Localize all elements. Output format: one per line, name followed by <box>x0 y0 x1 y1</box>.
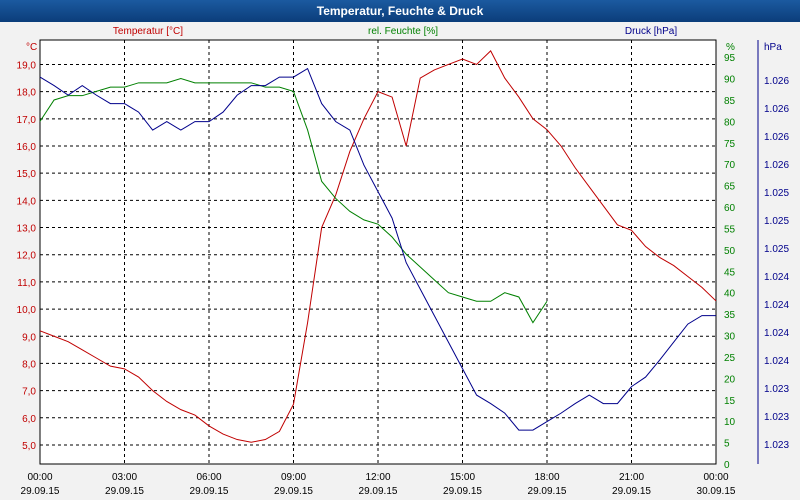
hum-tick-label: 95 <box>724 53 736 64</box>
chart-area: 00:00 29.09.15 03:00 29.09.15 06:00 29.09.15 0… <box>17 26 790 497</box>
x-tick-time: 21:00 <box>619 472 644 483</box>
press-tick-label: 1.023 <box>764 412 789 423</box>
temp-tick-label: 17,0 <box>17 115 37 126</box>
x-tick-date: 30.09.15 <box>697 486 736 497</box>
press-tick-label: 1.024 <box>764 328 789 339</box>
temp-tick-label: 18,0 <box>17 88 37 99</box>
press-tick-label: 1.026 <box>764 76 789 87</box>
hum-tick-label: 25 <box>724 353 736 364</box>
hum-tick-label: 70 <box>724 160 736 171</box>
x-tick-time: 06:00 <box>196 472 221 483</box>
temp-tick-label: 15,0 <box>17 169 37 180</box>
x-tick-date: 29.09.15 <box>359 486 398 497</box>
x-tick-time: 03:00 <box>112 472 137 483</box>
press-tick-label: 1.026 <box>764 132 789 143</box>
legend-hum: rel. Feuchte [%] <box>368 26 438 37</box>
temp-tick-label: 14,0 <box>17 196 37 207</box>
temp-tick-label: 6,0 <box>22 414 36 425</box>
legend-press: Druck [hPa] <box>625 26 677 37</box>
hum-tick-label: 15 <box>724 396 736 407</box>
x-tick-time: 15:00 <box>450 472 475 483</box>
temp-unit: °C <box>26 42 37 53</box>
press-tick-label: 1.024 <box>764 272 789 283</box>
temp-tick-label: 8,0 <box>22 359 36 370</box>
x-tick-date: 29.09.15 <box>274 486 313 497</box>
hum-tick-label: 50 <box>724 246 736 257</box>
hum-tick-label: 20 <box>724 374 736 385</box>
hum-tick-label: 60 <box>724 203 736 214</box>
hum-tick-label: 0 <box>724 460 730 471</box>
x-tick-time: 00:00 <box>703 472 728 483</box>
press-tick-label: 1.026 <box>764 160 789 171</box>
hum-tick-label: 75 <box>724 139 736 150</box>
axes: 00:00 29.09.15 03:00 29.09.15 06:00 29.09.15 0… <box>17 40 789 497</box>
press-tick-label: 1.023 <box>764 384 789 395</box>
temp-tick-label: 19,0 <box>17 60 37 71</box>
x-tick-date: 29.09.15 <box>528 486 567 497</box>
press-tick-label: 1.026 <box>764 104 789 115</box>
x-tick-time: 00:00 <box>27 472 52 483</box>
x-tick-date: 29.09.15 <box>190 486 229 497</box>
hum-unit: % <box>726 42 735 53</box>
hum-tick-label: 10 <box>724 417 736 428</box>
series-pressure <box>39 67 716 431</box>
x-tick-time: 18:00 <box>534 472 559 483</box>
hum-tick-label: 65 <box>724 182 736 193</box>
temp-tick-label: 13,0 <box>17 224 37 235</box>
series-temperature <box>39 50 717 443</box>
press-unit: hPa <box>764 42 782 53</box>
press-tick-label: 1.025 <box>764 216 789 227</box>
series <box>39 50 717 443</box>
x-tick-date: 29.09.15 <box>612 486 651 497</box>
temp-tick-label: 16,0 <box>17 142 37 153</box>
x-tick-time: 09:00 <box>281 472 306 483</box>
x-tick-date: 29.09.15 <box>443 486 482 497</box>
chart-title: Temperatur, Feuchte & Druck <box>0 0 800 22</box>
hum-tick-label: 30 <box>724 332 736 343</box>
hum-tick-label: 80 <box>724 117 736 128</box>
temp-tick-label: 12,0 <box>17 251 37 262</box>
legend-temp: Temperatur [°C] <box>113 26 183 37</box>
hum-tick-label: 55 <box>724 224 736 235</box>
hum-tick-label: 85 <box>724 96 736 107</box>
temp-tick-label: 5,0 <box>22 441 36 452</box>
press-tick-label: 1.023 <box>764 440 789 451</box>
temp-tick-label: 11,0 <box>17 278 36 289</box>
temp-tick-label: 9,0 <box>22 332 36 343</box>
hum-tick-label: 90 <box>724 75 736 86</box>
hum-tick-label: 45 <box>724 267 736 278</box>
press-tick-label: 1.025 <box>764 188 789 199</box>
hum-tick-label: 5 <box>724 439 730 450</box>
hum-tick-label: 35 <box>724 310 736 321</box>
temp-tick-label: 7,0 <box>22 387 36 398</box>
x-tick-date: 29.09.15 <box>105 486 144 497</box>
series-humidity <box>39 78 548 324</box>
x-tick-date: 29.09.15 <box>21 486 60 497</box>
press-tick-label: 1.024 <box>764 300 789 311</box>
legend: Temperatur [°C] rel. Feuchte [%] Druck [hP… <box>113 26 677 37</box>
x-tick-time: 12:00 <box>365 472 390 483</box>
hum-tick-label: 40 <box>724 289 736 300</box>
press-tick-label: 1.024 <box>764 356 789 367</box>
press-tick-label: 1.025 <box>764 244 789 255</box>
temp-tick-label: 10,0 <box>17 305 37 316</box>
